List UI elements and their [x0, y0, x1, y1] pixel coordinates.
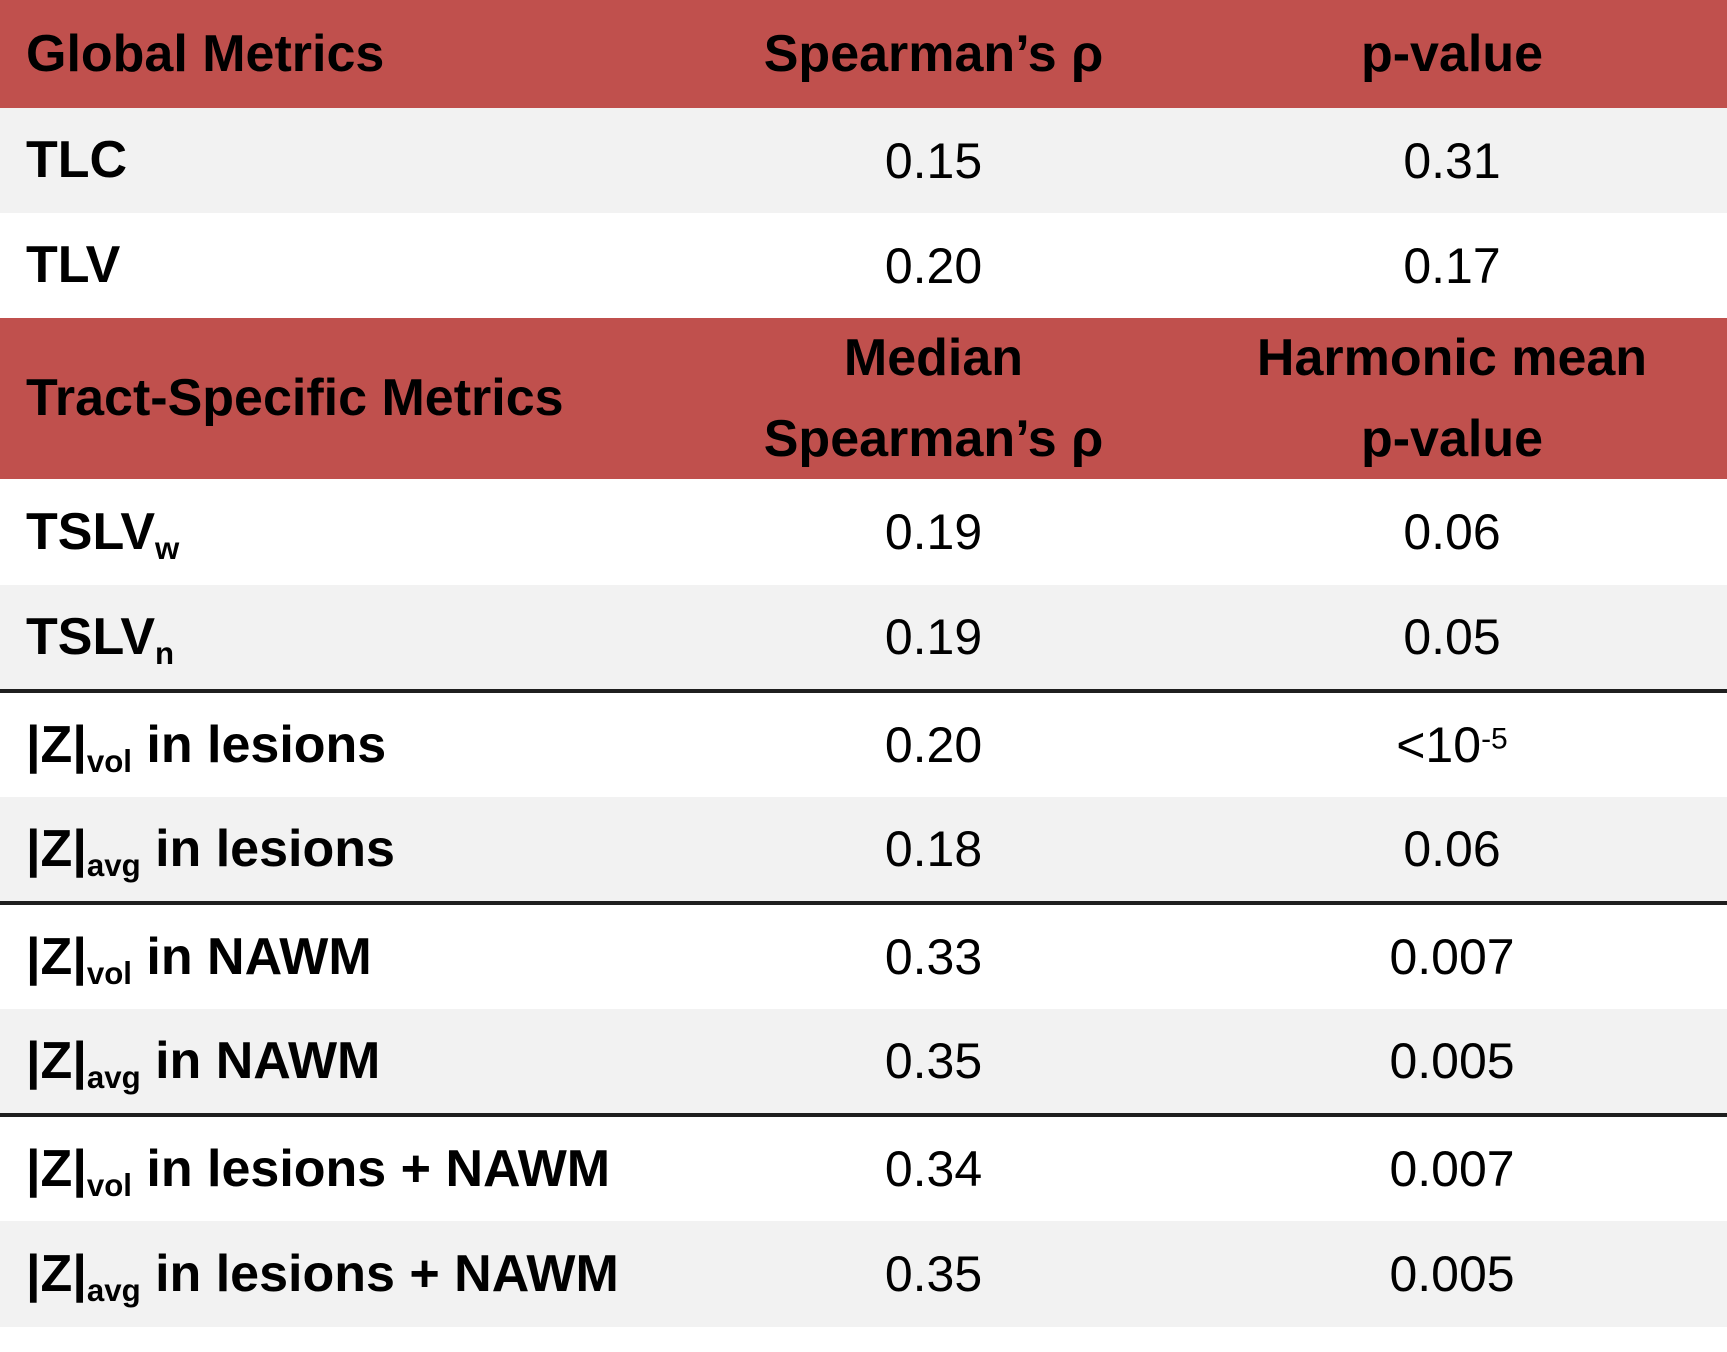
metric-label-suffix: in lesions + NAWM — [131, 1139, 611, 1198]
metric-label-suffix: in lesions — [131, 715, 387, 774]
table-row-tlc: TLC 0.15 0.31 — [0, 108, 1727, 213]
p-value-cell: 0.06 — [1217, 797, 1727, 903]
rho-value-cell: 0.20 — [884, 717, 983, 774]
metric-label-subscript: avg — [86, 1059, 141, 1095]
rho-value-cell: 0.20 — [884, 237, 983, 294]
metric-label-suffix: in lesions + NAWM — [140, 1244, 619, 1303]
metric-label-cell: |Z|avg in lesions — [0, 797, 690, 903]
p-value-cell: 0.007 — [1217, 903, 1727, 1009]
rho-value-cell: 0.34 — [884, 1141, 983, 1198]
p-value-base: 0.007 — [1389, 929, 1515, 986]
p-value-base: 0.005 — [1389, 1033, 1515, 1090]
metric-label-suffix: in NAWM — [140, 1031, 381, 1090]
global-metrics-header: Global Metrics — [26, 24, 385, 83]
p-value-header: p-value — [1360, 24, 1544, 83]
metric-label-base: |Z| — [26, 819, 87, 878]
metric-label-subscript: vol — [86, 1167, 132, 1203]
metric-label-base: |Z| — [26, 715, 87, 774]
harmonic-mean-header: Harmonic mean p-value — [1217, 318, 1727, 479]
rho-value-cell: 0.33 — [884, 929, 983, 986]
p-value-cell: 0.17 — [1403, 237, 1501, 294]
metric-label-base: |Z| — [26, 1031, 87, 1090]
metric-label-subscript: w — [155, 530, 180, 566]
metric-label-subscript: n — [155, 635, 175, 671]
metric-label-cell: |Z|avg in NAWM — [0, 1009, 690, 1115]
p-value-base: 0.06 — [1403, 504, 1501, 561]
metric-label-subscript: avg — [86, 847, 141, 883]
metric-label-cell: TLC — [26, 131, 128, 190]
p-value-cell: 0.005 — [1217, 1009, 1727, 1115]
metric-label-cell: |Z|vol in lesions — [0, 691, 690, 797]
p-value-cell: 0.05 — [1217, 585, 1727, 691]
metric-label-cell: |Z|vol in NAWM — [0, 903, 690, 1009]
metric-label-cell: TLV — [26, 236, 121, 295]
p-value-base: 0.007 — [1389, 1141, 1515, 1198]
p-value-superscript: -5 — [1481, 722, 1508, 756]
harmonic-mean-header-line1: Harmonic mean — [1256, 329, 1648, 387]
rho-value-cell: 0.35 — [884, 1033, 983, 1090]
rho-value-cell: 0.18 — [884, 821, 983, 878]
metric-label-base: TSLV — [26, 502, 156, 561]
table-row-zavg-lesions-nawm: |Z|avg in lesions + NAWM 0.35 0.005 — [0, 1221, 1727, 1328]
p-value-base: 0.05 — [1403, 609, 1501, 666]
table-row-zavg-lesions: |Z|avg in lesions 0.18 0.06 — [0, 797, 1727, 904]
p-value-base: <10 — [1396, 717, 1482, 774]
metric-label-subscript: vol — [86, 743, 132, 779]
metric-label-base: |Z| — [26, 927, 87, 986]
metric-label-subscript: avg — [86, 1272, 141, 1308]
metric-label-suffix: in lesions — [140, 819, 395, 878]
p-value-cell: <10-5 — [1217, 691, 1727, 797]
p-value-base: 0.06 — [1403, 821, 1501, 878]
rho-value-cell: 0.19 — [884, 609, 983, 666]
p-value-cell: 0.31 — [1403, 132, 1501, 189]
median-spearman-header-line2: Spearman’s ρ — [763, 409, 1104, 468]
rho-value-cell: 0.15 — [884, 132, 983, 189]
median-spearman-header-line1: Median — [843, 329, 1024, 387]
metric-label-suffix: in NAWM — [131, 927, 372, 986]
harmonic-mean-header-line2: p-value — [1360, 409, 1544, 468]
table-row-zvol-lesions-nawm: |Z|vol in lesions + NAWM 0.34 0.007 — [0, 1115, 1727, 1222]
metric-label-base: |Z| — [26, 1139, 87, 1198]
tract-metrics-header: Tract-Specific Metrics — [26, 369, 564, 428]
metric-label-cell: TSLVw — [0, 479, 690, 585]
metric-label-cell: TSLVn — [0, 585, 690, 691]
table-row-zvol-nawm: |Z|vol in NAWM 0.33 0.007 — [0, 903, 1727, 1010]
median-spearman-header: Median Spearman’s ρ — [690, 318, 1217, 479]
p-value-base: 0.005 — [1389, 1246, 1515, 1303]
p-value-cell: 0.06 — [1217, 479, 1727, 585]
table-row-zavg-nawm: |Z|avg in NAWM 0.35 0.005 — [0, 1009, 1727, 1116]
p-value-cell: 0.007 — [1217, 1115, 1727, 1221]
rho-value-cell: 0.19 — [884, 504, 983, 561]
table-row-zvol-lesions: |Z|vol in lesions 0.20 <10-5 — [0, 691, 1727, 798]
p-value-cell: 0.005 — [1217, 1221, 1727, 1327]
metric-label-base: |Z| — [26, 1244, 87, 1303]
metric-label-base: TSLV — [26, 607, 156, 666]
table-row-tslv-n: TSLVn 0.19 0.05 — [0, 585, 1727, 692]
table-row-tlv: TLV 0.20 0.17 — [0, 213, 1727, 318]
rho-value-cell: 0.35 — [884, 1246, 983, 1303]
metric-label-subscript: vol — [86, 955, 132, 991]
spearman-rho-header: Spearman’s ρ — [763, 24, 1104, 83]
table-row-tslv-w: TSLVw 0.19 0.06 — [0, 479, 1727, 586]
metric-label-cell: |Z|avg in lesions + NAWM — [0, 1221, 690, 1327]
tract-metrics-header-row: Tract-Specific Metrics Median Spearman’s… — [0, 318, 1727, 480]
metric-label-cell: |Z|vol in lesions + NAWM — [0, 1115, 690, 1221]
global-metrics-header-row: Global Metrics Spearman’s ρ p-value — [0, 0, 1727, 108]
